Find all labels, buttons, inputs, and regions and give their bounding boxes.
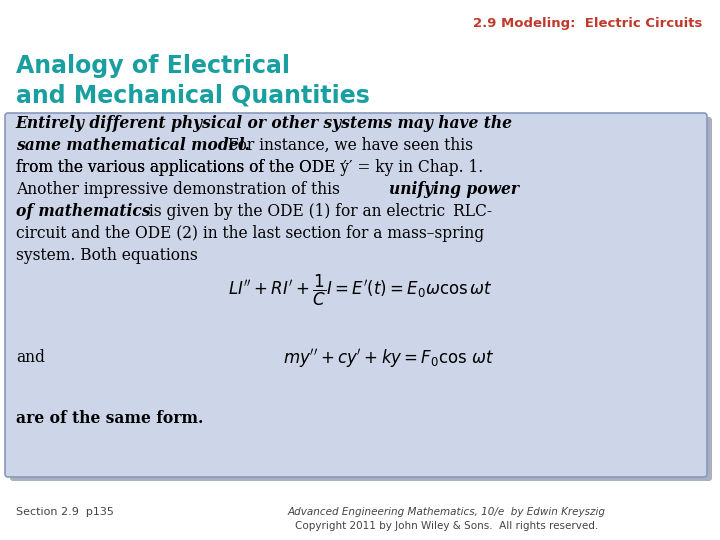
Text: is given by the ODE (1) for an electric  RLC-: is given by the ODE (1) for an electric … [144, 203, 492, 220]
Text: and: and [16, 349, 45, 367]
FancyBboxPatch shape [10, 117, 712, 481]
Text: from the various applications of the ODE  ′: from the various applications of the ODE… [16, 159, 347, 176]
Text: of mathematics: of mathematics [16, 203, 150, 220]
Text: circuit and the ODE (2) in the last section for a mass–spring: circuit and the ODE (2) in the last sect… [16, 225, 484, 242]
Text: Advanced Engineering Mathematics, 10/e  by Edwin Kreyszig: Advanced Engineering Mathematics, 10/e b… [287, 507, 606, 517]
Text: and Mechanical Quantities: and Mechanical Quantities [16, 84, 369, 107]
Text: Analogy of Electrical: Analogy of Electrical [16, 54, 290, 78]
Text: Section 2.9  p135: Section 2.9 p135 [16, 507, 114, 517]
Text: $my'' + cy' + ky = F_0\cos\,\omega t$: $my'' + cy' + ky = F_0\cos\,\omega t$ [283, 347, 495, 369]
Text: For instance, we have seen this: For instance, we have seen this [223, 137, 473, 154]
Text: unifying power: unifying power [389, 181, 519, 198]
FancyBboxPatch shape [5, 113, 707, 477]
Text: same mathematical model.: same mathematical model. [16, 137, 250, 154]
Text: $LI'' + RI' + \dfrac{1}{C}I = E'(t) = E_0\omega\cos\omega t$: $LI'' + RI' + \dfrac{1}{C}I = E'(t) = E_… [228, 272, 492, 308]
Text: Entirely different physical or other systems may have the: Entirely different physical or other sys… [16, 115, 513, 132]
Text: system. Both equations: system. Both equations [16, 247, 197, 264]
Text: from the various applications of the ODE y′ = ky in Chap. 1.: from the various applications of the ODE… [16, 159, 483, 176]
Text: are of the same form.: are of the same form. [16, 410, 203, 427]
Text: Copyright 2011 by John Wiley & Sons.  All rights reserved.: Copyright 2011 by John Wiley & Sons. All… [294, 521, 598, 531]
Text: Another impressive demonstration of this: Another impressive demonstration of this [16, 181, 340, 198]
Text: 2.9 Modeling:  Electric Circuits: 2.9 Modeling: Electric Circuits [472, 17, 702, 30]
